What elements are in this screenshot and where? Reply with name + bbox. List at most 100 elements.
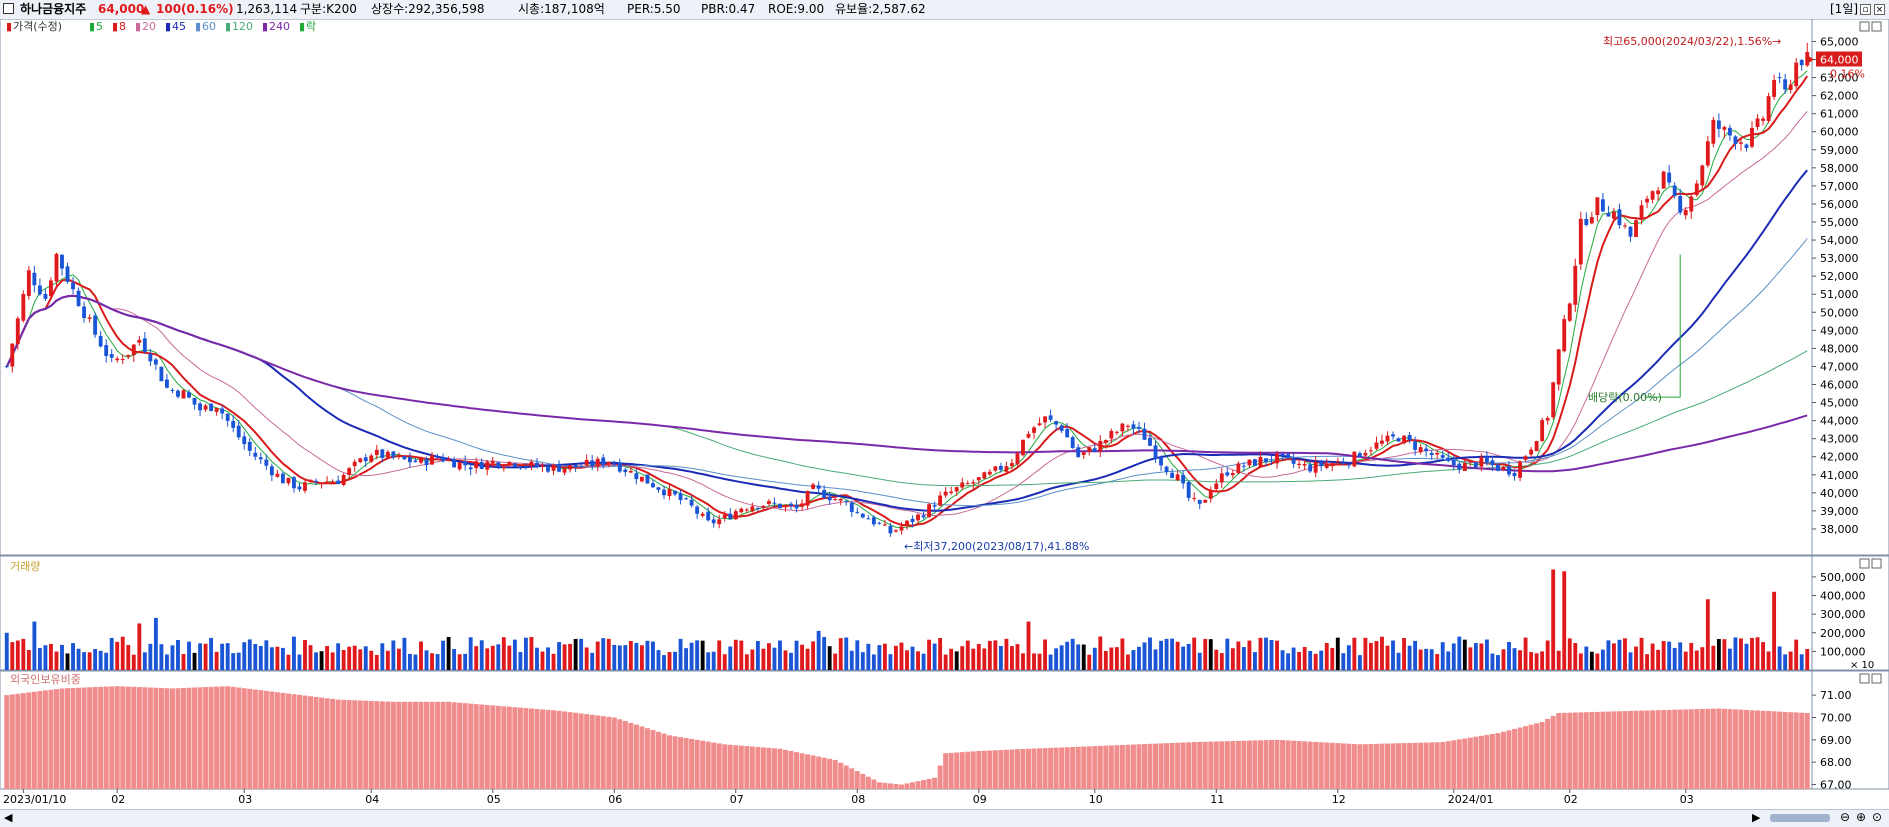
foreign-ratio-bar [1589, 712, 1595, 789]
volume-bar [1125, 654, 1130, 670]
foreign-ratio-bar [48, 689, 54, 789]
scroll-right-icon[interactable]: ▶ [1752, 811, 1761, 824]
candle [617, 462, 622, 472]
foreign-ratio-bar [1042, 748, 1048, 789]
volume-bar [363, 646, 368, 670]
candle [1457, 463, 1462, 470]
volume-bar [1772, 591, 1777, 670]
volume-bar [37, 648, 42, 670]
volume-bar [15, 640, 20, 670]
foreign-ratio-bar [479, 704, 485, 789]
volume-bar [1462, 639, 1467, 670]
zoom-in-icon[interactable]: ⊕ [1856, 810, 1867, 824]
volume-bar [1518, 650, 1522, 670]
volume-bar [1286, 653, 1291, 670]
foreign-ratio-bar [1644, 710, 1650, 789]
foreign-ratio-bar [1500, 731, 1506, 789]
foreign-ratio-bar [1003, 749, 1009, 789]
high-annotation: 최고65,000(2024/03/22),1.56%→ [1603, 35, 1781, 48]
price-change-pct: (0.16%) [181, 2, 234, 16]
candle [1197, 499, 1202, 504]
candle [523, 465, 528, 467]
foreign-ratio-bar [1213, 741, 1219, 789]
zoom-out-icon[interactable]: ⊖ [1840, 810, 1851, 824]
scroll-left-icon[interactable]: ◀ [4, 811, 13, 824]
volume-bar [87, 652, 92, 670]
foreign-ratio-bar [1412, 742, 1418, 789]
candle [700, 513, 705, 516]
foreign-ratio-bar [1164, 743, 1170, 789]
candle [176, 390, 180, 397]
volume-bar [557, 642, 561, 670]
candle [1286, 454, 1291, 458]
candle [949, 491, 954, 494]
foreign-ratio-bar [1440, 742, 1446, 789]
price-tick-label: 56,000 [1820, 198, 1859, 211]
zoom-reset-icon[interactable]: ⊙ [1872, 810, 1883, 824]
candle [1098, 440, 1103, 452]
candle [181, 390, 186, 399]
candle [1065, 428, 1070, 438]
candle [1744, 144, 1749, 148]
volume-bar [1048, 654, 1053, 670]
candle [26, 270, 31, 296]
foreign-ratio-bar [1379, 743, 1385, 789]
volume-bar [612, 644, 617, 670]
candle [1750, 127, 1754, 147]
candle [153, 359, 158, 365]
foreign-ratio-bar [959, 752, 965, 789]
foreign-ratio-bar [667, 735, 672, 789]
period-selector[interactable]: [1일] [1830, 2, 1859, 16]
candle [529, 461, 534, 466]
close-icon[interactable]: × [1874, 4, 1885, 15]
volume-bar [1788, 651, 1793, 670]
volume-bar [1650, 643, 1655, 670]
candle [253, 452, 258, 457]
x-tick-label: 11 [1210, 793, 1224, 806]
volume-bar [54, 651, 59, 670]
foreign-ratio-bar [446, 701, 452, 789]
foreign-ratio-bar [1313, 741, 1319, 789]
volume-bar [159, 644, 164, 670]
foreign-ratio-bar [694, 739, 700, 789]
select-checkbox[interactable] [3, 3, 14, 14]
foreign-ratio-bar [1683, 709, 1689, 789]
change-arrow-icon: ▲ [141, 2, 151, 16]
volume-bar [1170, 638, 1175, 670]
candle [1578, 218, 1583, 265]
zoom-slider[interactable] [1770, 814, 1830, 822]
candle [209, 403, 214, 411]
candle [1275, 453, 1279, 464]
candle [728, 513, 733, 519]
candle [413, 460, 418, 463]
candle [126, 354, 131, 357]
candle [1247, 459, 1252, 466]
volume-bar [209, 637, 214, 670]
volume-bar [1750, 637, 1754, 670]
foreign-ratio-bar [352, 700, 358, 789]
candle [280, 473, 285, 484]
foreign-ratio-bar [175, 688, 181, 789]
candle [247, 441, 252, 451]
volume-bar [601, 638, 606, 670]
candle [1418, 447, 1423, 453]
volume-bar [1010, 646, 1014, 670]
panel-close-icon [1871, 558, 1882, 569]
volume-bar [1407, 645, 1412, 670]
foreign-ratio-bar [214, 686, 220, 789]
volume-bar [65, 653, 70, 670]
horizontal-scrollbar[interactable]: ◀ ▶ ⊖ ⊕ ⊙ [0, 809, 1889, 827]
foreign-ratio-bar [1396, 743, 1402, 789]
volume-bar [833, 653, 838, 670]
volume-bar [1137, 646, 1141, 670]
restore-icon[interactable]: ▫ [1860, 4, 1871, 15]
candle [512, 463, 517, 467]
foreign-ratio-bar [247, 688, 253, 789]
volume-bar [744, 654, 749, 670]
candle [1258, 456, 1263, 467]
stock-chart[interactable]: 38,000 39,000 40,000 41,000 42,000 43,000 44,0… [0, 19, 1889, 809]
foreign-ratio-bar [611, 717, 617, 789]
volume-bar [292, 636, 296, 670]
volume-bar [60, 644, 64, 670]
volume-bar [540, 651, 545, 670]
